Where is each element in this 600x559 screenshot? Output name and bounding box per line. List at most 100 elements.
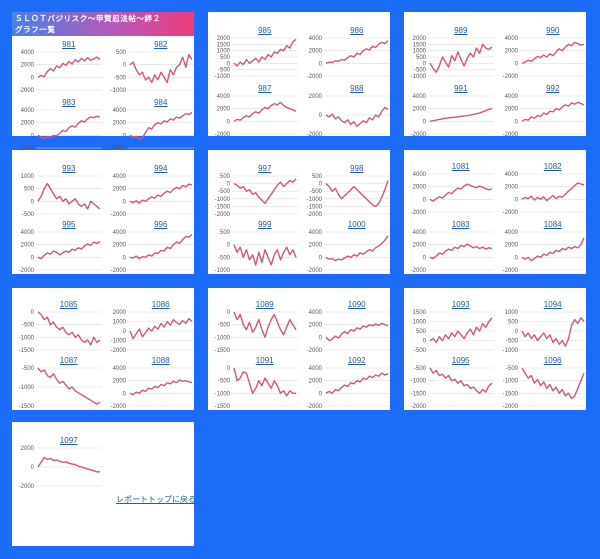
y-tick-label: 4000 — [21, 230, 35, 236]
chart-title[interactable]: 982 — [154, 40, 168, 49]
y-tick-label: -1000 — [307, 197, 323, 203]
y-tick-label: 1500 — [413, 42, 427, 48]
y-tick-label: 500 — [24, 187, 35, 193]
y-tick-label: 2000 — [113, 243, 127, 249]
y-tick-label: 4000 — [113, 174, 127, 180]
y-tick-label: -500 — [22, 323, 35, 329]
y-tick-label: 0 — [227, 366, 231, 372]
chart-title[interactable]: 1000 — [347, 220, 366, 229]
y-tick-label: -2000 — [111, 212, 127, 218]
y-tick-label: 2000 — [413, 36, 427, 42]
y-tick-label: 0 — [227, 61, 231, 67]
chart-title[interactable]: 999 — [258, 220, 272, 229]
y-tick-label: 2000 — [113, 187, 127, 193]
chart-title[interactable]: 994 — [154, 164, 168, 173]
y-tick-label: 4000 — [217, 94, 231, 100]
chart-title[interactable]: 1081 — [451, 162, 470, 171]
y-tick-label: 4000 — [309, 36, 323, 42]
y-tick-label: -1500 — [19, 348, 35, 354]
y-tick-label: 0 — [31, 75, 35, 81]
chart-title[interactable]: 1085 — [59, 300, 78, 309]
chart-title[interactable]: 1086 — [151, 300, 170, 309]
y-tick-label: 0 — [515, 197, 519, 203]
series-line — [129, 111, 193, 140]
series-line — [233, 38, 297, 67]
y-tick-label: 0 — [123, 63, 127, 69]
y-tick-label: 1000 — [413, 320, 427, 326]
y-tick-label: -2000 — [19, 88, 35, 94]
chart-title[interactable]: 1084 — [543, 220, 562, 229]
chart-title[interactable]: 991 — [454, 84, 468, 93]
y-tick-label: -2000 — [503, 210, 519, 216]
chart-1086: 1086 2000 1000 0 -1000 -2000 — [106, 300, 200, 358]
chart-title[interactable]: 988 — [350, 84, 364, 93]
chart-plot: 4000 2000 0 -2000 — [503, 230, 586, 274]
series-line — [325, 106, 389, 128]
y-tick-label: 0 — [123, 391, 127, 397]
y-tick-label: 1000 — [217, 49, 231, 55]
chart-title[interactable]: 1092 — [347, 356, 366, 365]
chart-title[interactable]: 996 — [154, 220, 168, 229]
chart-plot: 500 0 -500 -1000 — [111, 50, 194, 94]
series-line — [521, 101, 585, 122]
chart-plot: 4000 2000 0 -2000 — [19, 230, 102, 274]
y-tick-label: 0 — [423, 339, 427, 345]
y-tick-label: 500 — [220, 230, 231, 236]
chart-title[interactable]: 997 — [258, 164, 272, 173]
chart-title[interactable]: 984 — [154, 98, 168, 107]
chart-plot: 4000 2000 0 -2000 — [111, 174, 194, 218]
y-tick-label: -2000 — [19, 484, 35, 490]
chart-title[interactable]: 1089 — [255, 300, 274, 309]
chart-998: 998 500 0 -500 -1000 -1500 -2000 — [302, 164, 396, 222]
y-tick-label: -500 — [22, 366, 35, 372]
chart-title[interactable]: 1083 — [451, 220, 470, 229]
y-tick-label: 2000 — [309, 379, 323, 385]
chart-1088: 1088 4000 2000 0 -2000 — [106, 356, 200, 414]
chart-title[interactable]: 993 — [62, 164, 76, 173]
y-tick-label: 0 — [31, 133, 35, 139]
y-tick-label: 2000 — [505, 49, 519, 55]
chart-title[interactable]: 990 — [546, 26, 560, 35]
chart-title[interactable]: 985 — [258, 26, 272, 35]
y-tick-label: 1000 — [413, 49, 427, 55]
chart-title[interactable]: 995 — [62, 220, 76, 229]
report-top-link[interactable]: レポートトップに戻る — [116, 495, 196, 504]
chart-title[interactable]: 981 — [62, 40, 76, 49]
y-tick-label: -1000 — [215, 74, 231, 80]
chart-title[interactable]: 1093 — [451, 300, 470, 309]
y-tick-label: 4000 — [21, 108, 35, 114]
y-tick-label: -2000 — [503, 132, 519, 138]
y-tick-label: 0 — [423, 255, 427, 261]
chart-plot: 1000 500 0 -500 — [21, 174, 102, 218]
chart-title[interactable]: 992 — [546, 84, 560, 93]
y-tick-label: 4000 — [413, 230, 427, 236]
chart-plot: 500 0 -500 -1000 — [215, 230, 298, 274]
chart-title[interactable]: 987 — [258, 84, 272, 93]
y-tick-label: -2000 — [307, 132, 323, 138]
series-line — [37, 456, 100, 473]
chart-1084: 1084 4000 2000 0 -2000 — [498, 220, 592, 278]
y-tick-label: 4000 — [413, 94, 427, 100]
y-tick-label: 0 — [319, 182, 323, 188]
panel-group-8: 1089 0 -500 -1000 -1500 1090 4000 2000 0 -2000 1… — [208, 288, 390, 410]
chart-title[interactable]: 989 — [454, 26, 468, 35]
y-tick-label: 2000 — [413, 243, 427, 249]
chart-title[interactable]: 1087 — [59, 356, 78, 365]
chart-title[interactable]: 983 — [62, 98, 76, 107]
chart-title[interactable]: 1094 — [543, 300, 562, 309]
chart-985: 985 2000 1500 1000 500 0 -500 -1000 — [210, 26, 304, 84]
chart-title[interactable]: 1095 — [451, 356, 470, 365]
y-tick-label: -2000 — [19, 146, 35, 152]
chart-title[interactable]: 1090 — [347, 300, 366, 309]
chart-title[interactable]: 1091 — [255, 356, 274, 365]
chart-title[interactable]: 1088 — [151, 356, 170, 365]
chart-title[interactable]: 1097 — [59, 436, 78, 445]
chart-title[interactable]: 986 — [350, 26, 364, 35]
chart-plot: 2000 1000 0 -1000 -2000 — [111, 310, 194, 354]
chart-title[interactable]: 1096 — [543, 356, 562, 365]
chart-title[interactable]: 1082 — [543, 162, 562, 171]
chart-title[interactable]: 998 — [350, 164, 364, 173]
series-line — [37, 311, 101, 346]
y-tick-label: 0 — [319, 113, 323, 119]
chart-983: 983 4000 2000 0 -2000 — [14, 98, 108, 156]
